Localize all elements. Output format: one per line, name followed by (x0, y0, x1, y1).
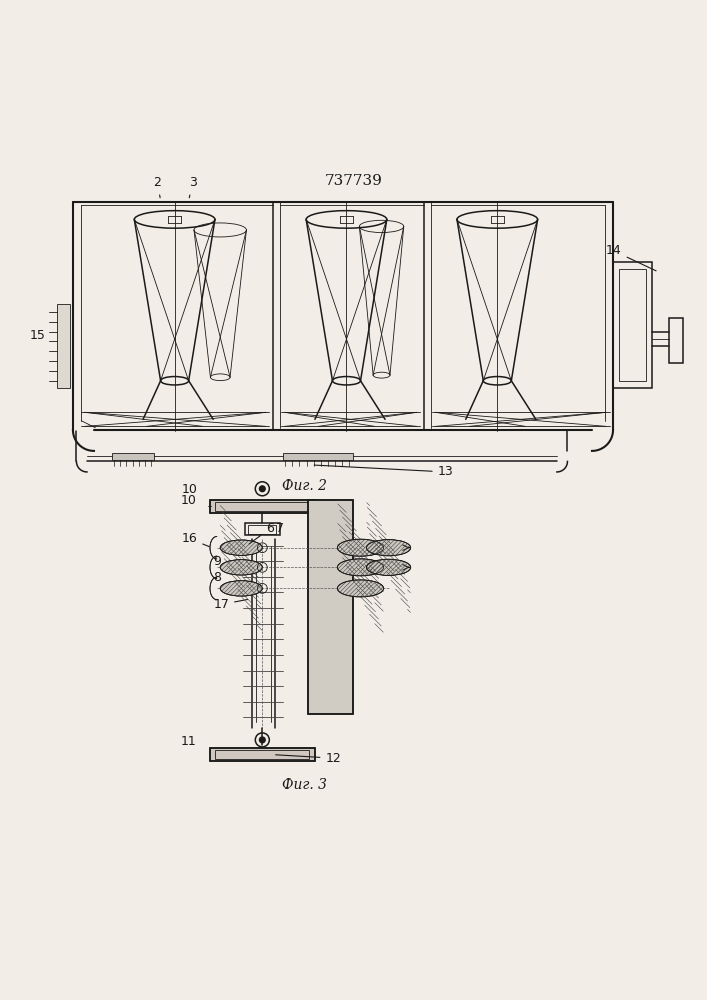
Bar (613, 262, 652, 388)
Circle shape (259, 486, 265, 492)
Bar (112, 453, 153, 460)
Text: 14: 14 (606, 244, 656, 271)
Bar (216, 502, 309, 511)
Ellipse shape (220, 540, 262, 555)
Bar (57, 304, 70, 388)
Bar (210, 748, 315, 761)
Bar (210, 500, 315, 513)
Text: 737739: 737739 (325, 174, 382, 188)
Text: 17: 17 (214, 598, 247, 611)
Bar (248, 525, 276, 534)
Text: 2: 2 (153, 176, 161, 198)
Ellipse shape (366, 540, 411, 556)
Text: 16: 16 (182, 532, 209, 547)
Text: 7: 7 (276, 522, 284, 535)
Text: 12: 12 (276, 752, 341, 765)
Text: 10: 10 (180, 494, 196, 507)
Bar (669, 318, 683, 363)
Text: Фиг. 3: Фиг. 3 (282, 778, 327, 792)
Bar (210, 748, 315, 761)
Text: 15: 15 (30, 329, 46, 342)
Circle shape (259, 737, 265, 743)
Text: 3: 3 (189, 176, 197, 198)
Bar (216, 750, 309, 759)
Ellipse shape (337, 539, 384, 556)
Ellipse shape (366, 559, 411, 575)
Ellipse shape (220, 560, 262, 575)
Bar (245, 523, 280, 535)
Ellipse shape (337, 580, 384, 597)
Bar (308, 500, 354, 714)
Ellipse shape (337, 559, 384, 576)
Bar (210, 500, 315, 513)
Text: 11: 11 (180, 735, 196, 748)
Text: 13: 13 (314, 465, 453, 478)
Text: 6: 6 (249, 522, 274, 544)
Text: 8: 8 (214, 571, 221, 584)
Text: Фиг. 2: Фиг. 2 (282, 479, 327, 493)
Text: 10: 10 (182, 483, 197, 496)
Text: 9: 9 (214, 555, 221, 568)
Bar (284, 453, 354, 460)
Bar (619, 269, 646, 381)
Bar (308, 500, 354, 714)
Ellipse shape (220, 581, 262, 596)
